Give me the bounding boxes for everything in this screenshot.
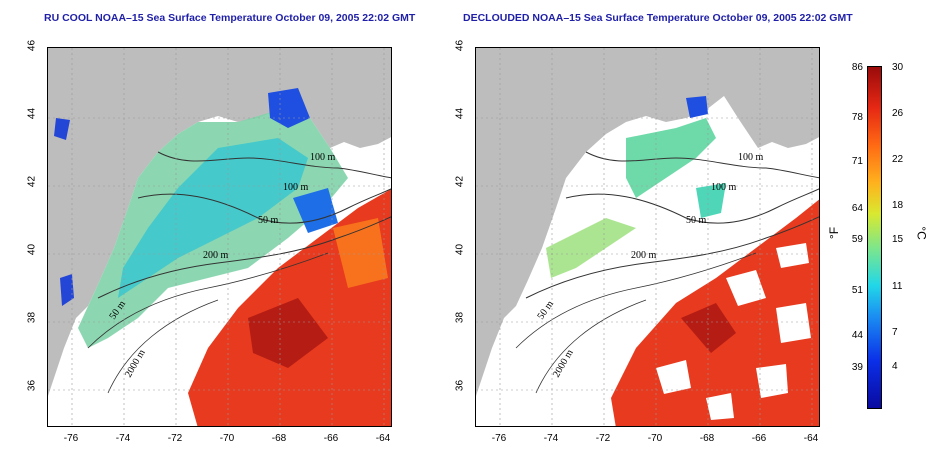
- celsius-tick-label: 7: [892, 327, 898, 338]
- celsius-tick-label: 18: [892, 200, 904, 211]
- raw-sst-map: 100 m 100 m 50 m 200 m 50 m 2000 m: [47, 47, 392, 427]
- isobath-contour: [535, 299, 647, 394]
- lon-tick-label: -74: [543, 433, 559, 444]
- lon-tick-label: -76: [491, 433, 507, 444]
- isobath-contour: [565, 188, 819, 224]
- blue-water-patch: [54, 118, 70, 140]
- lat-tick-label: 36: [454, 379, 466, 392]
- fahrenheit-tick-label: 59: [851, 234, 863, 245]
- celsius-unit-label: °C: [914, 226, 929, 240]
- celsius-tick-label: 11: [892, 281, 903, 292]
- celsius-tick-label: 15: [892, 234, 904, 245]
- lon-tick-label: -64: [803, 433, 819, 444]
- isobath-contour: [515, 252, 757, 349]
- lon-tick-label: -70: [647, 433, 663, 444]
- land-area: [476, 48, 819, 396]
- fahrenheit-unit-label: °F: [827, 226, 842, 240]
- right-map-title: DECLOUDED NOAA–15 Sea Surface Temperatur…: [463, 12, 853, 24]
- fahrenheit-tick-label: 51: [851, 285, 863, 296]
- lat-tick-label: 44: [26, 107, 38, 120]
- isobath-contour: [137, 188, 391, 224]
- lon-tick-label: -64: [375, 433, 391, 444]
- grid-lines: [48, 48, 391, 426]
- celsius-tick-label: 30: [892, 62, 904, 73]
- lat-tick-label: 36: [26, 379, 38, 392]
- lat-tick-label: 42: [26, 175, 38, 188]
- celsius-tick-label: 22: [892, 154, 904, 165]
- warm-water-region: [248, 298, 328, 368]
- isobath-contour: [157, 151, 391, 179]
- lat-tick-label: 38: [454, 311, 466, 324]
- contour-label: 100 m: [310, 152, 336, 163]
- lon-tick-label: -70: [219, 433, 235, 444]
- cool-water-region: [546, 218, 636, 278]
- lat-tick-label: 40: [26, 243, 38, 256]
- lon-tick-label: -68: [699, 433, 715, 444]
- fahrenheit-tick-label: 78: [851, 112, 863, 123]
- cyan-water-patch: [696, 183, 726, 218]
- lon-tick-label: -76: [63, 433, 79, 444]
- fahrenheit-tick-label: 86: [851, 62, 863, 73]
- fahrenheit-tick-label: 64: [851, 203, 863, 214]
- fahrenheit-tick-label: 44: [851, 330, 863, 341]
- lat-tick-label: 38: [26, 311, 38, 324]
- isobath-contour: [97, 216, 391, 299]
- celsius-tick-label: 26: [892, 108, 904, 119]
- lat-tick-label: 46: [454, 39, 466, 52]
- cloud-mask-gaps: [656, 243, 811, 420]
- isobath-contour: [87, 252, 329, 349]
- contour-label: 100 m: [283, 182, 309, 193]
- lon-tick-label: -74: [115, 433, 131, 444]
- declouded-sst-map: 100 m 100 m 50 m 200 m 50 m 2000 m: [475, 47, 820, 427]
- lat-tick-label: 46: [26, 39, 38, 52]
- lon-tick-label: -72: [167, 433, 183, 444]
- contour-label: 100 m: [711, 182, 737, 193]
- lat-tick-label: 40: [454, 243, 466, 256]
- lon-tick-label: -66: [751, 433, 767, 444]
- contour-label: 200 m: [203, 250, 229, 261]
- blue-water-patch: [686, 96, 708, 118]
- grid-lines: [476, 48, 819, 426]
- isobath-contour: [525, 216, 819, 299]
- fahrenheit-tick-label: 71: [851, 156, 863, 167]
- lat-tick-label: 44: [454, 107, 466, 120]
- warm-water-region: [681, 303, 736, 353]
- contour-label: 100 m: [738, 152, 764, 163]
- lon-tick-label: -68: [271, 433, 287, 444]
- contour-label: 50 m: [258, 215, 279, 226]
- left-map-title: RU COOL NOAA–15 Sea Surface Temperature …: [44, 12, 416, 24]
- raw-sst-map-canvas: 100 m 100 m 50 m 200 m 50 m 2000 m: [48, 48, 391, 426]
- temperature-colorbar: [867, 66, 882, 409]
- isobath-contour: [107, 299, 219, 394]
- lon-tick-label: -66: [323, 433, 339, 444]
- lat-tick-label: 42: [454, 175, 466, 188]
- contour-label: 200 m: [631, 250, 657, 261]
- contour-label: 50 m: [686, 215, 707, 226]
- declouded-sst-map-canvas: 100 m 100 m 50 m 200 m 50 m 2000 m: [476, 48, 819, 426]
- cyan-water-region: [118, 138, 308, 298]
- blue-water-patch: [60, 274, 74, 306]
- celsius-tick-label: 4: [892, 361, 898, 372]
- land-area: [48, 48, 391, 396]
- fahrenheit-tick-label: 39: [851, 362, 863, 373]
- isobath-contour: [585, 151, 819, 179]
- lon-tick-label: -72: [595, 433, 611, 444]
